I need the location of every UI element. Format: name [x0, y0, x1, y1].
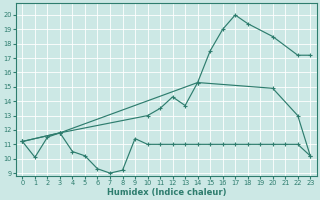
X-axis label: Humidex (Indice chaleur): Humidex (Indice chaleur) [107, 188, 226, 197]
